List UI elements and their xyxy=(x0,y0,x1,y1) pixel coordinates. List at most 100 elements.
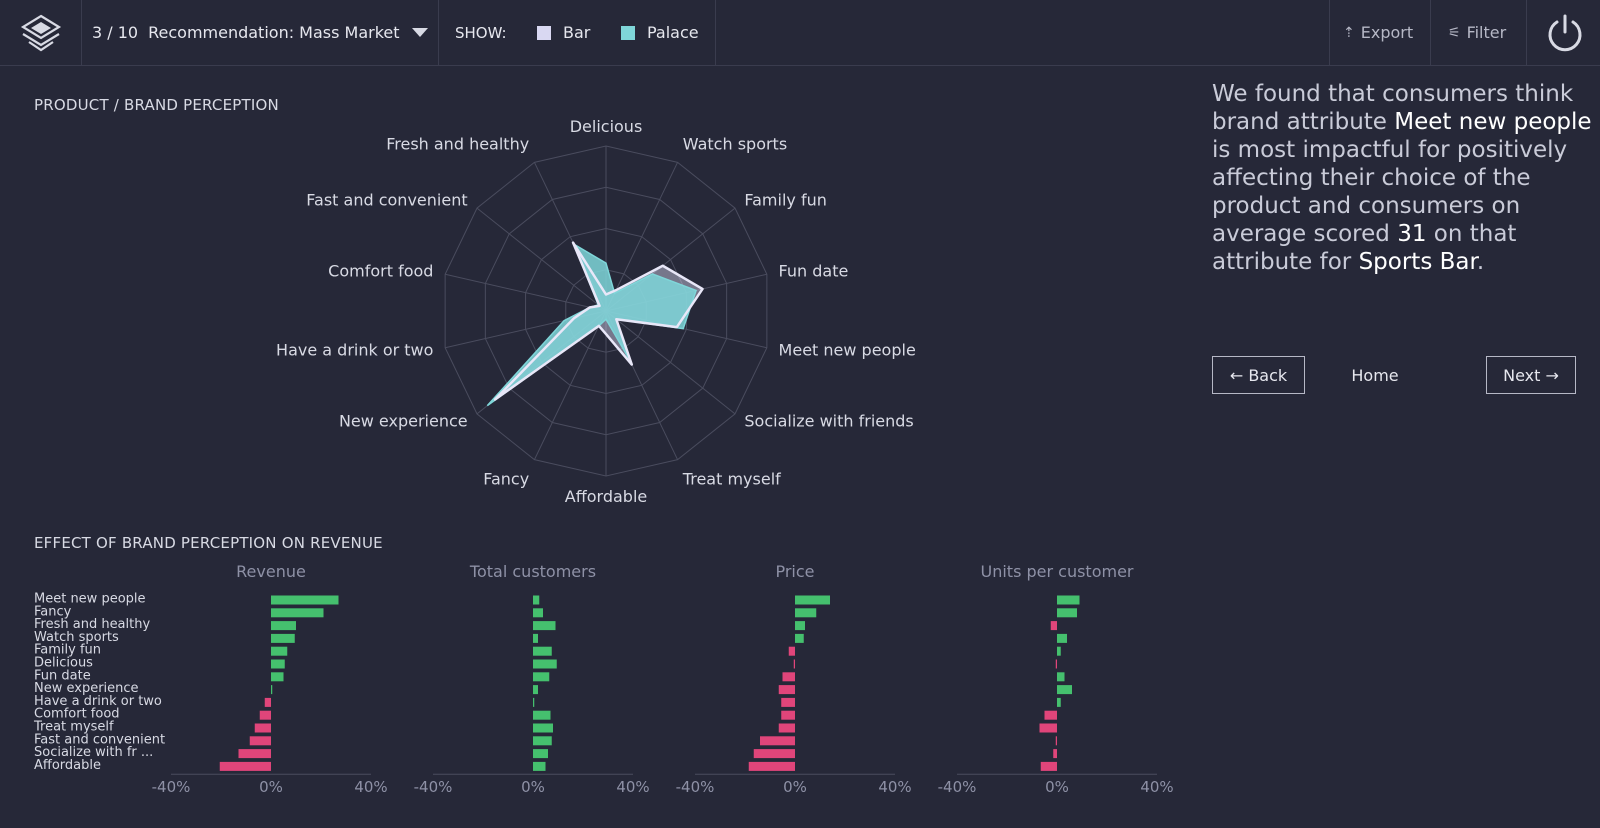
bar xyxy=(533,697,535,707)
filter-button[interactable]: ⚟ Filter xyxy=(1448,0,1506,65)
category-label: Fast and convenient xyxy=(34,732,165,747)
bar xyxy=(271,595,339,605)
back-button[interactable]: ← Back xyxy=(1212,356,1305,394)
bar xyxy=(782,672,795,682)
power-button[interactable] xyxy=(1530,0,1600,65)
bar xyxy=(778,723,795,733)
radar-axis-label: Treat myself xyxy=(682,469,781,488)
bar xyxy=(254,723,271,733)
x-tick-label: 40% xyxy=(616,778,649,796)
bar xyxy=(1050,621,1057,631)
bar xyxy=(533,621,556,631)
bar xyxy=(533,659,557,669)
bar xyxy=(533,608,543,618)
category-label: Have a drink or two xyxy=(34,694,162,709)
x-tick-label: 0% xyxy=(521,778,545,796)
perception-title: PRODUCT / BRAND PERCEPTION xyxy=(34,96,279,114)
chevron-down-icon xyxy=(411,28,428,37)
legend-toggle-palace[interactable]: Palace xyxy=(621,0,699,65)
radar-series-bar xyxy=(493,241,704,401)
insight-text-part: is most impactful for positively affecti… xyxy=(1212,137,1568,247)
bar xyxy=(533,672,550,682)
bar xyxy=(1040,761,1057,771)
radar-axis-label: Delicious xyxy=(570,117,643,136)
radar-axis-label: New experience xyxy=(339,411,468,430)
radar-axis-label: Comfort food xyxy=(328,262,433,281)
category-label: Fancy xyxy=(34,604,72,619)
divider xyxy=(1430,0,1431,65)
next-button[interactable]: Next → xyxy=(1486,356,1576,394)
category-label: Treat myself xyxy=(33,720,114,735)
filter-label: Filter xyxy=(1466,23,1507,42)
bar xyxy=(271,633,295,643)
panel-title: Revenue xyxy=(236,562,306,581)
divider xyxy=(1526,0,1527,65)
bar xyxy=(1055,659,1057,669)
bar xyxy=(533,723,553,733)
category-label: Delicious xyxy=(34,656,93,671)
radar-axis-label: Watch sports xyxy=(683,135,787,154)
x-tick-label: 0% xyxy=(783,778,807,796)
radar-axis-label: Affordable xyxy=(565,487,647,506)
insight-score: 31 xyxy=(1397,221,1427,247)
bar xyxy=(533,633,538,643)
radar-chart: Delicious Watch sports Family fun Fun date M… xyxy=(276,117,916,506)
bar xyxy=(778,685,795,695)
bar xyxy=(271,608,324,618)
bar-panel-price: Price -40% 0% 40% xyxy=(676,562,912,796)
bar xyxy=(1057,608,1077,618)
bar xyxy=(795,595,830,605)
radar-axis-label: Fresh and healthy xyxy=(386,135,529,154)
category-label: Fun date xyxy=(34,668,91,683)
bar xyxy=(1057,633,1067,643)
bar xyxy=(238,749,271,759)
category-label: Socialize with fr ... xyxy=(34,745,153,760)
bar xyxy=(1057,697,1061,707)
bar xyxy=(533,685,538,695)
category-label: Meet new people xyxy=(34,592,146,607)
logo-icon[interactable] xyxy=(16,0,66,65)
top-bar: 3 / 10 Recommendation: Mass Market SHOW:… xyxy=(0,0,1600,66)
legend-label-bar: Bar xyxy=(563,23,591,42)
insight-text: We found that consumers think brand attr… xyxy=(1212,80,1592,276)
bar xyxy=(264,697,271,707)
category-label: Fresh and healthy xyxy=(34,617,150,632)
radar-spoke xyxy=(533,310,607,460)
bar xyxy=(795,608,817,618)
bar xyxy=(788,646,795,656)
bar xyxy=(533,646,552,656)
bar xyxy=(1057,646,1061,656)
x-tick-label: -40% xyxy=(938,778,977,796)
radar-spoke xyxy=(605,162,679,312)
radar-axis-label: Meet new people xyxy=(779,340,916,359)
bar xyxy=(1044,710,1057,720)
radar-axis-label: Fast and convenient xyxy=(306,191,467,210)
bar xyxy=(271,685,273,695)
legend-toggle-bar[interactable]: Bar xyxy=(537,0,590,65)
bar xyxy=(271,646,288,656)
sliders-icon: ⚟ xyxy=(1448,24,1461,41)
bar xyxy=(219,761,271,771)
x-tick-label: 40% xyxy=(354,778,387,796)
home-link[interactable]: Home xyxy=(1351,365,1399,385)
radar-axis-label: Fun date xyxy=(779,262,849,281)
divider xyxy=(438,0,439,65)
bar xyxy=(271,659,285,669)
insight-brand: Sports Bar xyxy=(1358,249,1477,275)
bar xyxy=(1057,595,1080,605)
bar-panel-units-per-customer: Units per customer -40% 0% 40% xyxy=(938,562,1174,796)
export-button[interactable]: ⇡ Export xyxy=(1343,0,1413,65)
bar xyxy=(760,736,795,746)
bar xyxy=(781,710,795,720)
bar xyxy=(533,761,546,771)
radar-spoke xyxy=(605,310,736,415)
panel-title: Price xyxy=(775,562,814,581)
bar xyxy=(1057,685,1072,695)
x-tick-label: 40% xyxy=(1140,778,1173,796)
recommendation-dropdown[interactable]: 3 / 10 Recommendation: Mass Market xyxy=(92,0,428,65)
export-label: Export xyxy=(1360,23,1414,42)
x-tick-label: 0% xyxy=(1045,778,1069,796)
radar-axis-label: Have a drink or two xyxy=(276,340,433,359)
radar-axis-label: Family fun xyxy=(744,191,826,210)
